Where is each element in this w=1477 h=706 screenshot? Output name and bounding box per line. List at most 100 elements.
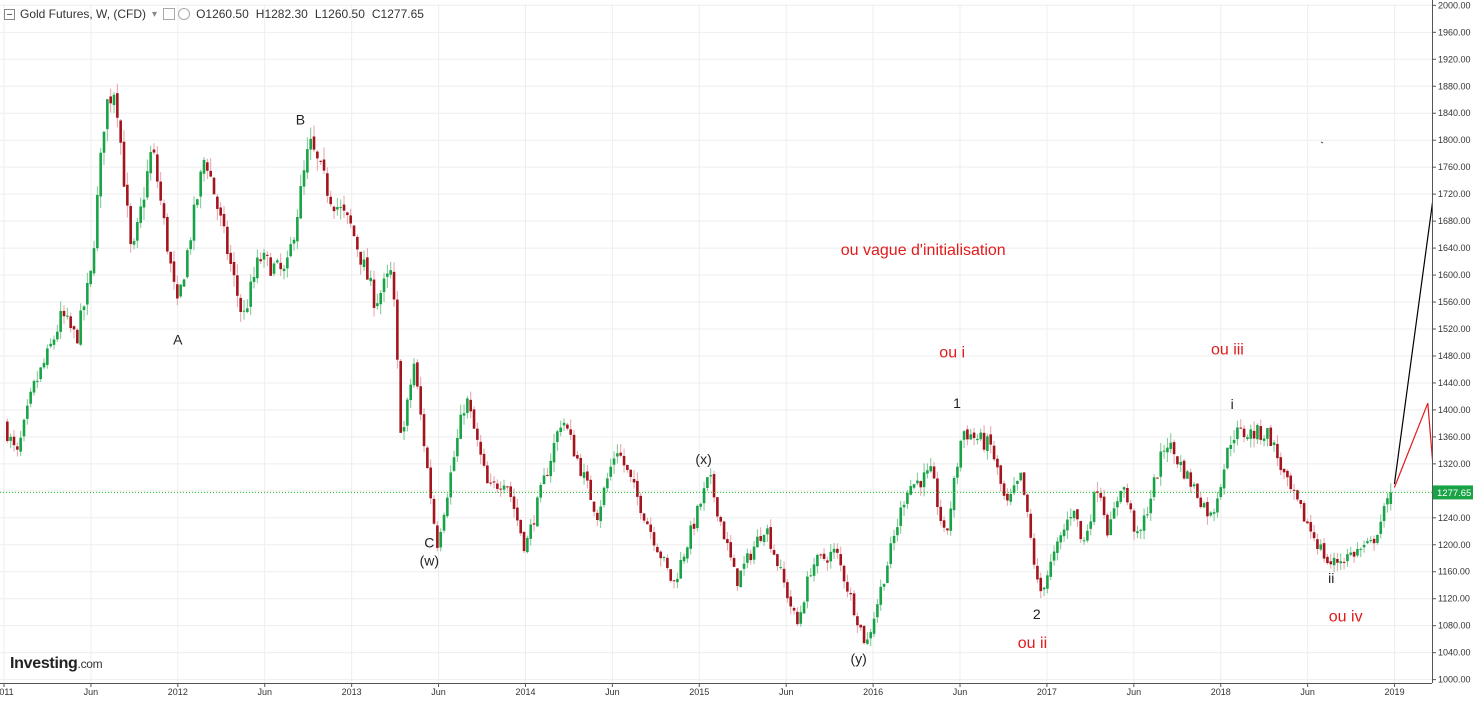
wave-label: i: [1231, 396, 1234, 412]
candle-body: [829, 551, 833, 562]
candle-body: [349, 215, 352, 224]
candle-body: [1009, 493, 1013, 502]
candle-body: [1062, 529, 1066, 537]
candle-body: [486, 465, 489, 484]
price-tick-label: 1160.00: [1438, 567, 1470, 577]
candle-body: [512, 496, 516, 509]
candle-body: [1206, 501, 1209, 517]
collapse-toggle-icon[interactable]: [4, 8, 15, 20]
candle-body: [559, 427, 563, 433]
price-tick-label: 1720.00: [1438, 189, 1471, 199]
candle-body: [419, 386, 422, 415]
candle-body: [1149, 498, 1153, 514]
candle-body: [1059, 535, 1063, 543]
candle-body: [49, 343, 52, 347]
candle-body: [929, 466, 933, 472]
candle-body: [362, 259, 366, 268]
candle-body: [136, 222, 139, 241]
candle-body: [622, 455, 626, 466]
candle-body: [1329, 561, 1333, 565]
candle-body: [436, 525, 439, 548]
candle-body: [139, 206, 142, 223]
candle-body: [742, 563, 746, 569]
candle-body: [109, 96, 112, 104]
candle-body: [76, 329, 79, 344]
candle-body: [1362, 544, 1366, 548]
chevron-down-icon[interactable]: ▾: [152, 8, 158, 20]
candle-body: [946, 528, 949, 531]
candle-body: [219, 207, 222, 216]
chart-legend-header: Gold Futures, W, (CFD) ▾ O1260.50 H1282.…: [4, 5, 431, 23]
candle-body: [272, 263, 276, 274]
candle-body: [1092, 492, 1096, 522]
candle-body: [992, 445, 996, 460]
candle-body: [1036, 565, 1039, 580]
candle-body: [1169, 442, 1173, 449]
price-tick-label: 1200.00: [1438, 540, 1471, 550]
price-tick-label: 1320.00: [1438, 459, 1471, 469]
candle-body: [819, 554, 823, 556]
settings-square-icon[interactable]: [163, 8, 176, 20]
candle-body: [309, 138, 312, 150]
candle-body: [1022, 472, 1026, 495]
candle-body: [336, 207, 339, 210]
candle-body: [779, 567, 783, 569]
candle-body: [1339, 561, 1343, 564]
time-tick-label: Jun: [257, 687, 272, 697]
candle-body: [1152, 477, 1156, 498]
candle-body: [646, 521, 649, 525]
candle-body: [52, 339, 56, 345]
candle-body: [1032, 538, 1036, 565]
candle-body: [806, 576, 809, 602]
candle-body: [1379, 521, 1383, 534]
candle-body: [152, 149, 156, 153]
time-tick-label: 2016: [863, 687, 883, 697]
candle-body: [726, 539, 729, 544]
candle-body: [636, 480, 639, 497]
candle-body: [1292, 489, 1296, 491]
candle-body: [976, 438, 979, 441]
wave-label: ou ii: [1018, 635, 1047, 652]
price-tick-label: 1800.00: [1438, 135, 1471, 145]
wave-label: (w): [420, 553, 439, 569]
time-tick-label: 2012: [168, 687, 188, 697]
symbol-title[interactable]: Gold Futures, W, (CFD): [20, 7, 147, 21]
close-value: C1277.65: [371, 7, 424, 21]
investing-logo[interactable]: Investing.com: [10, 655, 103, 673]
candle-body: [666, 557, 669, 569]
candle-body: [229, 252, 232, 264]
candle-body: [186, 250, 189, 278]
candle-body: [172, 261, 176, 282]
candle-body: [342, 204, 346, 211]
candle-body: [1002, 483, 1006, 496]
candle-body: [1326, 556, 1329, 564]
candle-body: [1299, 500, 1303, 504]
candle-body: [839, 554, 843, 566]
candle-body: [302, 170, 306, 187]
candle-body: [149, 152, 152, 174]
candle-body: [676, 578, 679, 583]
candle-body: [926, 470, 929, 474]
wave-label: B: [296, 112, 305, 128]
candle-body: [986, 436, 989, 452]
candle-body: [1332, 557, 1336, 566]
candle-body: [1116, 501, 1119, 508]
candle-body: [1266, 428, 1269, 439]
candle-body: [1129, 503, 1133, 510]
candle-body: [589, 479, 593, 501]
candle-body: [1246, 437, 1249, 440]
candle-body: [286, 257, 289, 269]
candle-body: [562, 422, 566, 426]
candle-body: [56, 331, 59, 340]
candle-body: [699, 503, 703, 507]
candle-body: [1026, 494, 1029, 512]
candle-body: [1176, 456, 1179, 465]
candle-body: [1019, 472, 1023, 481]
visibility-circle-icon[interactable]: [178, 8, 191, 20]
candle-body: [1372, 538, 1376, 544]
candle-body: [1096, 491, 1099, 493]
candle-body: [396, 299, 399, 360]
candle-body: [702, 488, 706, 504]
candle-body: [1366, 541, 1369, 544]
